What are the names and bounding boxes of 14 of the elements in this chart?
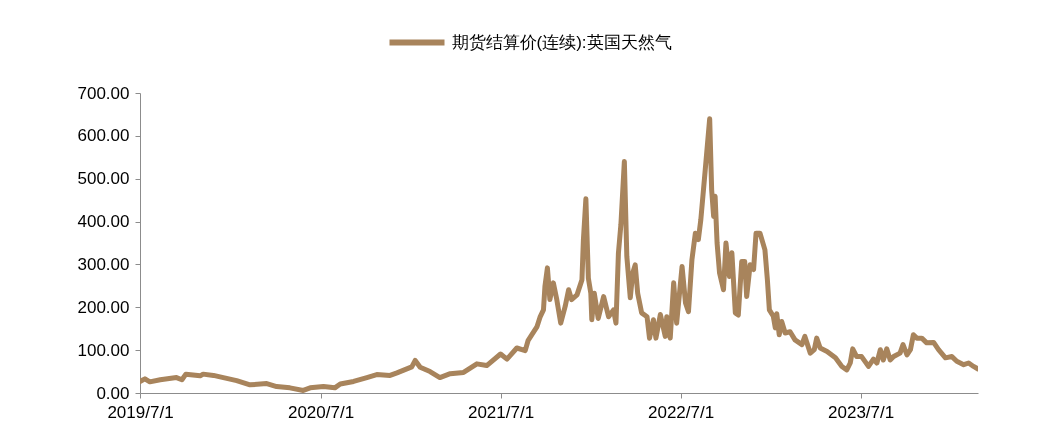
x-tick-label: 2021/7/1 bbox=[467, 402, 535, 422]
y-tick-label: 600.00 bbox=[77, 126, 130, 146]
y-tick-label: 0.00 bbox=[96, 383, 130, 403]
y-tick-label: 300.00 bbox=[77, 254, 130, 274]
y-tick-label: 400.00 bbox=[77, 212, 130, 232]
x-tick-label: 2022/7/1 bbox=[647, 402, 715, 422]
y-tick-label: 700.00 bbox=[77, 83, 130, 103]
legend-label: 期货结算价(连续):英国天然气 bbox=[451, 32, 672, 52]
y-tick-label: 500.00 bbox=[77, 169, 130, 189]
y-tick-label: 100.00 bbox=[77, 340, 130, 360]
x-tick-label: 2020/7/1 bbox=[287, 402, 355, 422]
x-tick-label: 2023/7/1 bbox=[828, 402, 895, 422]
y-tick-label: 200.00 bbox=[77, 297, 130, 317]
x-tick-label: 2019/7/1 bbox=[107, 402, 174, 422]
